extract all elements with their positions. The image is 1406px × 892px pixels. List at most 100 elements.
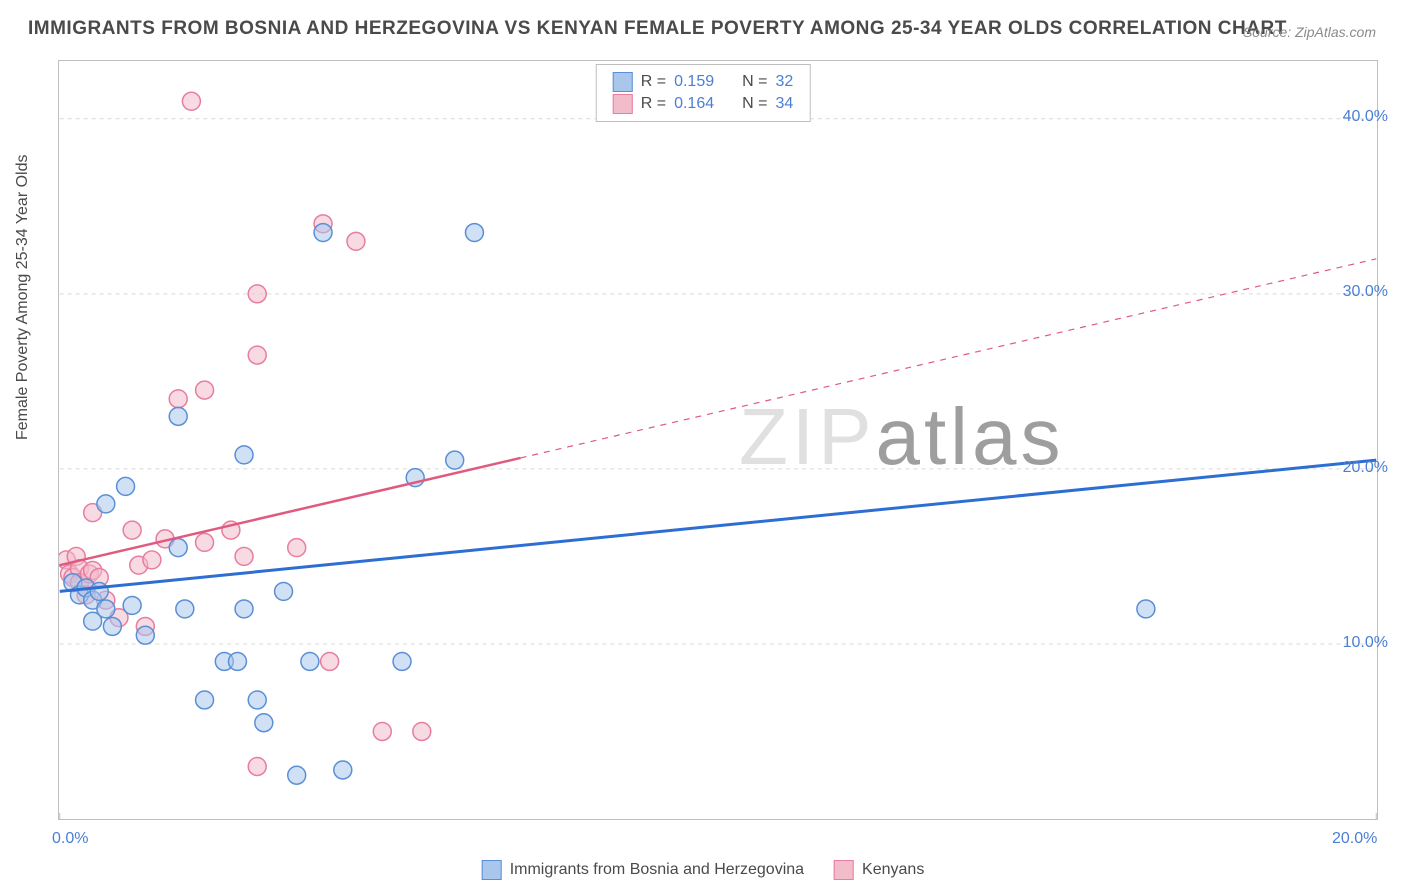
scatter-point-bosnia [64, 574, 82, 592]
scatter-point-kenyans [130, 556, 148, 574]
scatter-point-bosnia [465, 224, 483, 242]
n-value-bosnia: 32 [775, 71, 793, 93]
y-tick-label: 20.0% [1343, 459, 1388, 477]
scatter-point-kenyans [64, 568, 82, 586]
legend-swatch-kenyans [834, 860, 854, 880]
scatter-point-bosnia [169, 539, 187, 557]
scatter-point-kenyans [110, 609, 128, 627]
scatter-point-kenyans [80, 565, 98, 583]
scatter-point-kenyans [136, 617, 154, 635]
source-attribution: Source: ZipAtlas.com [1243, 24, 1376, 40]
legend-swatch-bosnia [613, 72, 633, 92]
legend-stats-row-0: R = 0.159 N = 32 [613, 71, 794, 93]
scatter-point-kenyans [84, 561, 102, 579]
scatter-point-bosnia [97, 600, 115, 618]
scatter-point-kenyans [196, 533, 214, 551]
scatter-point-kenyans [347, 232, 365, 250]
trend-line-kenyans [60, 458, 521, 565]
legend-item-kenyans: Kenyans [834, 860, 924, 880]
legend-swatch-kenyans [613, 94, 633, 114]
watermark: ZIPatlas [739, 391, 1064, 483]
r-label: R = [641, 71, 666, 93]
scatter-point-bosnia [103, 617, 121, 635]
r-label: R = [641, 93, 666, 115]
scatter-point-bosnia [215, 652, 233, 670]
r-value-kenyans: 0.164 [674, 93, 714, 115]
scatter-point-bosnia [334, 761, 352, 779]
scatter-point-kenyans [77, 579, 95, 597]
scatter-point-bosnia [176, 600, 194, 618]
plot-area: ZIPatlas [58, 60, 1378, 820]
scatter-point-kenyans [248, 285, 266, 303]
legend-swatch-bosnia [482, 860, 502, 880]
scatter-point-kenyans [235, 547, 253, 565]
scatter-point-kenyans [248, 346, 266, 364]
scatter-point-bosnia [117, 477, 135, 495]
scatter-point-kenyans [288, 539, 306, 557]
chart-svg [59, 61, 1377, 819]
scatter-point-kenyans [156, 530, 174, 548]
scatter-point-kenyans [413, 722, 431, 740]
scatter-point-bosnia [136, 626, 154, 644]
scatter-point-bosnia [71, 586, 89, 604]
scatter-point-bosnia [196, 691, 214, 709]
scatter-point-bosnia [446, 451, 464, 469]
scatter-point-kenyans [71, 574, 89, 592]
scatter-point-kenyans [97, 591, 115, 609]
scatter-point-bosnia [288, 766, 306, 784]
scatter-point-bosnia [275, 582, 293, 600]
scatter-point-bosnia [255, 714, 273, 732]
scatter-point-bosnia [84, 591, 102, 609]
y-axis-label: Female Poverty Among 25-34 Year Olds [14, 155, 32, 441]
r-value-bosnia: 0.159 [674, 71, 714, 93]
scatter-point-bosnia [314, 224, 332, 242]
n-label: N = [742, 93, 767, 115]
legend-item-bosnia: Immigrants from Bosnia and Herzegovina [482, 860, 804, 880]
scatter-point-kenyans [143, 551, 161, 569]
scatter-point-bosnia [1137, 600, 1155, 618]
scatter-point-kenyans [67, 547, 85, 565]
x-tick-label: 0.0% [52, 830, 88, 848]
legend-stats: R = 0.159 N = 32 R = 0.164 N = 34 [596, 64, 811, 122]
scatter-point-bosnia [393, 652, 411, 670]
scatter-point-bosnia [84, 612, 102, 630]
scatter-point-kenyans [59, 551, 75, 569]
scatter-point-bosnia [90, 582, 108, 600]
scatter-point-kenyans [84, 504, 102, 522]
scatter-point-bosnia [77, 579, 95, 597]
x-tick-label: 20.0% [1332, 830, 1377, 848]
trend-line-ext-kenyans [521, 259, 1377, 458]
legend-stats-row-1: R = 0.164 N = 34 [613, 93, 794, 115]
legend-series: Immigrants from Bosnia and Herzegovina K… [482, 860, 925, 880]
scatter-point-kenyans [248, 758, 266, 776]
scatter-point-kenyans [182, 92, 200, 110]
scatter-point-kenyans [373, 722, 391, 740]
y-tick-label: 40.0% [1343, 108, 1388, 126]
scatter-point-kenyans [71, 560, 89, 578]
legend-label-bosnia: Immigrants from Bosnia and Herzegovina [510, 861, 804, 879]
watermark-part2: atlas [875, 392, 1064, 481]
scatter-point-bosnia [235, 446, 253, 464]
scatter-point-kenyans [222, 521, 240, 539]
trend-line-bosnia [60, 460, 1377, 591]
n-label: N = [742, 71, 767, 93]
scatter-point-bosnia [123, 596, 141, 614]
chart-title: IMMIGRANTS FROM BOSNIA AND HERZEGOVINA V… [28, 18, 1287, 40]
watermark-part1: ZIP [739, 392, 875, 481]
legend-label-kenyans: Kenyans [862, 861, 924, 879]
n-value-kenyans: 34 [775, 93, 793, 115]
scatter-point-kenyans [61, 565, 79, 583]
scatter-point-kenyans [90, 568, 108, 586]
scatter-point-kenyans [321, 652, 339, 670]
scatter-point-kenyans [196, 381, 214, 399]
scatter-point-bosnia [235, 600, 253, 618]
scatter-point-kenyans [169, 390, 187, 408]
scatter-point-bosnia [169, 407, 187, 425]
scatter-point-kenyans [314, 215, 332, 233]
y-tick-label: 30.0% [1343, 283, 1388, 301]
scatter-point-bosnia [97, 495, 115, 513]
scatter-point-kenyans [77, 586, 95, 604]
y-tick-label: 10.0% [1343, 634, 1388, 652]
scatter-point-bosnia [406, 469, 424, 487]
scatter-point-kenyans [123, 521, 141, 539]
